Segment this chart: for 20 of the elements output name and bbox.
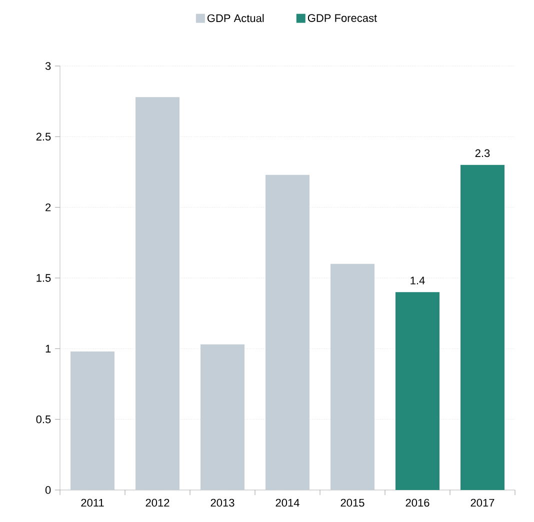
x-tick-label: 2013 <box>210 498 234 507</box>
legend-label: GDP Forecast <box>308 14 377 22</box>
y-tick-label: 3 <box>45 62 51 70</box>
y-tick-label: 2 <box>46 204 51 212</box>
x-tick-label: 2017 <box>470 498 494 507</box>
bar <box>396 292 440 490</box>
data-label: 2.3 <box>475 149 490 158</box>
y-tick-label: 1.5 <box>36 274 51 282</box>
bar <box>460 164 505 490</box>
x-tick-label: 2012 <box>146 498 170 507</box>
y-tick-label: 0 <box>45 486 51 494</box>
y-tick-label: 2.5 <box>36 132 51 141</box>
x-tick-label: 2015 <box>340 498 364 507</box>
y-tick-label: 0.5 <box>36 415 51 424</box>
legend-label: GDP Actual <box>207 14 264 22</box>
data-label: 1.4 <box>410 276 425 284</box>
x-tick-label: 2016 <box>406 498 430 507</box>
x-tick-label: 2011 <box>81 498 104 507</box>
y-tick-label: 1 <box>46 344 51 352</box>
x-tick-label: 2014 <box>276 498 300 507</box>
